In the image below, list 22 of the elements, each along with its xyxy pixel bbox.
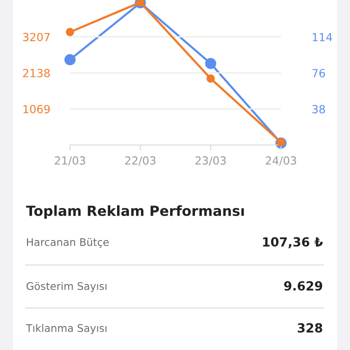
y-tick-label: 1069 bbox=[24, 104, 50, 114]
x-tick-label: 23/03 bbox=[195, 156, 226, 166]
category-label: Tıklanma Sayısı bbox=[26, 324, 106, 334]
point bbox=[276, 138, 286, 146]
point bbox=[66, 28, 74, 36]
text: 328 bbox=[298, 323, 322, 333]
y2-tick-label: 76 bbox=[312, 68, 325, 78]
y-tick-label: 2138 bbox=[23, 68, 50, 78]
text: 107,36 ₺ bbox=[263, 237, 323, 248]
x-tick-label: 24/03 bbox=[266, 156, 296, 166]
point bbox=[205, 58, 216, 70]
y-tick-label: 3207 bbox=[23, 32, 50, 42]
text: 9.629 bbox=[284, 281, 322, 291]
point bbox=[64, 54, 76, 66]
category-label: Gösterim Sayısı bbox=[26, 282, 106, 292]
x-tick-label: 21/03 bbox=[54, 156, 86, 166]
category-label: Harcanan Bütçe bbox=[27, 238, 109, 248]
y2-tick-label: 38 bbox=[312, 104, 325, 114]
text: Toplam Reklam Performansı bbox=[26, 205, 244, 219]
point bbox=[206, 74, 215, 83]
y2-tick-label: 114 bbox=[312, 33, 332, 42]
x-tick-label: 22/03 bbox=[125, 156, 156, 166]
